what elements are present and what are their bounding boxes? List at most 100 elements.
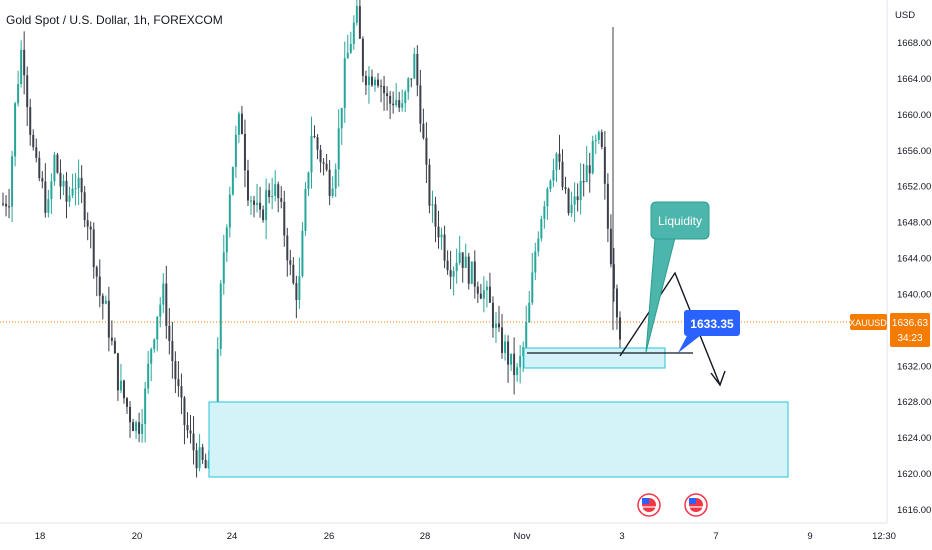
economic-event-2[interactable] xyxy=(684,493,708,517)
time-axis[interactable]: 18 20 24 26 28 Nov 3 7 9 12:30 xyxy=(35,531,896,542)
candle-body xyxy=(234,134,237,168)
candle-body xyxy=(437,226,440,238)
candle-body xyxy=(516,367,519,376)
candle-body xyxy=(225,227,228,253)
candle-body xyxy=(440,234,443,238)
candle-body xyxy=(53,154,56,182)
candle-body xyxy=(107,300,110,338)
price-callout[interactable]: 1633.35 xyxy=(678,310,740,353)
candle-body xyxy=(600,132,603,147)
time-tick-label: 7 xyxy=(713,531,718,542)
candle-body xyxy=(413,53,416,79)
candle-body xyxy=(256,202,259,205)
price-tick-label: 1624.00 xyxy=(897,433,931,444)
candle-body xyxy=(322,162,325,164)
candle-body xyxy=(377,79,380,86)
time-tick-label: 26 xyxy=(324,531,335,542)
candle-body xyxy=(277,184,280,199)
candle-body xyxy=(59,172,62,187)
candle-body xyxy=(153,339,156,350)
time-tick-label: 18 xyxy=(35,531,46,542)
candle-body xyxy=(428,164,431,206)
candle-body xyxy=(531,272,534,303)
candle-body xyxy=(132,422,135,432)
price-tick-label: 1664.00 xyxy=(897,74,931,85)
candle-body xyxy=(2,203,4,205)
candle-body xyxy=(83,192,86,221)
candle-body xyxy=(8,206,11,208)
time-tick-label: 28 xyxy=(420,531,431,542)
candle-body xyxy=(392,103,395,106)
candle-body xyxy=(455,262,458,272)
candle-body xyxy=(77,177,80,189)
candle-body xyxy=(5,203,8,207)
candle-body xyxy=(458,252,461,263)
candle-body xyxy=(522,347,525,357)
candle-body xyxy=(162,283,165,305)
currency-label: USD xyxy=(895,10,915,21)
candle-body xyxy=(343,58,346,109)
last-price-tag-box xyxy=(890,313,930,347)
candle-body xyxy=(479,293,482,299)
last-price-tag[interactable]: 1636.63 34:23 xyxy=(890,313,930,347)
candle-body xyxy=(250,200,252,202)
demand-zone-upper[interactable] xyxy=(523,347,666,369)
candle-body xyxy=(20,49,23,85)
candle-body xyxy=(398,100,401,108)
price-callout-tail xyxy=(678,332,701,353)
candle-body xyxy=(573,196,576,205)
candle-body xyxy=(615,288,618,318)
time-tick-label: 3 xyxy=(619,531,624,542)
candle-body xyxy=(446,260,449,271)
candle-body xyxy=(101,295,104,304)
price-tick-label: 1668.00 xyxy=(897,38,931,49)
candle-body xyxy=(461,252,464,268)
candle-body xyxy=(216,349,219,430)
economic-event-1[interactable] xyxy=(637,493,661,517)
candle-body xyxy=(313,135,316,138)
candle-body xyxy=(23,49,26,76)
candle-body xyxy=(86,220,89,227)
demand-zone-lower[interactable] xyxy=(208,401,789,478)
candle-body xyxy=(41,178,44,182)
candle-body xyxy=(265,190,268,221)
candle-body xyxy=(340,108,343,129)
candle-body xyxy=(307,172,310,189)
candle-body xyxy=(346,52,349,59)
symbol-tag[interactable]: XAUUSD xyxy=(849,314,887,330)
candle-body xyxy=(361,38,364,76)
candle-body xyxy=(298,276,301,300)
candle-body xyxy=(331,188,334,196)
candle-body xyxy=(174,361,177,380)
candle-body xyxy=(189,430,192,434)
time-tick-label: 9 xyxy=(807,531,812,542)
candle-body xyxy=(26,75,29,108)
price-axis[interactable]: 1668.00 1664.00 1660.00 1656.00 1652.00 1648.… xyxy=(897,38,931,516)
candle-body xyxy=(401,103,404,108)
price-callout-box xyxy=(684,310,740,336)
candle-body xyxy=(71,188,74,196)
projection-arrowhead xyxy=(710,370,726,387)
candle-body xyxy=(29,107,32,135)
candle-body xyxy=(546,188,549,207)
candle-body xyxy=(534,251,537,273)
liquidity-callout[interactable]: Liquidity xyxy=(645,201,710,353)
candle-body xyxy=(135,422,138,432)
candle-body xyxy=(283,201,286,236)
candle-body xyxy=(591,140,594,174)
candle-body xyxy=(144,388,147,424)
candle-body xyxy=(488,286,491,303)
candle-body xyxy=(262,209,265,221)
price-tick-label: 1656.00 xyxy=(897,146,931,157)
candle-body xyxy=(116,353,119,391)
price-tick-label: 1632.00 xyxy=(897,361,931,372)
candle-body xyxy=(44,181,47,213)
candle-body xyxy=(431,204,434,206)
candle-body xyxy=(537,238,540,252)
candle-body xyxy=(564,187,567,189)
candle-body xyxy=(219,283,222,350)
candle-body xyxy=(119,380,122,391)
candle-body xyxy=(35,147,38,158)
candle-body xyxy=(349,43,352,53)
